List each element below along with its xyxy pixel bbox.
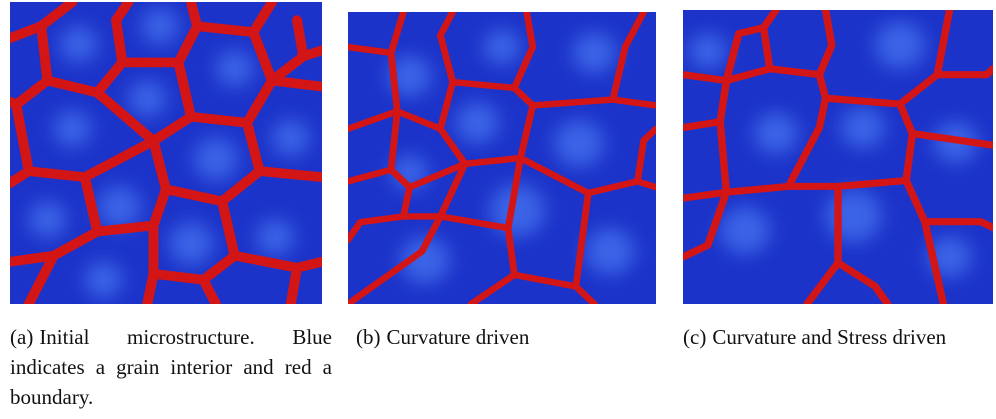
figure-page: (a)Initial microstructure. Blue indicate… xyxy=(0,0,996,419)
panel-a-image xyxy=(10,2,322,304)
caption-label: (c) xyxy=(683,325,706,349)
caption-text: Curvature driven xyxy=(387,325,530,349)
caption-label: (a) xyxy=(10,325,33,349)
caption-text: Curvature and Stress driven xyxy=(712,325,946,349)
caption-c: (c) Curvature and Stress driven xyxy=(683,322,993,352)
panel-b-image xyxy=(348,12,656,304)
caption-text: Initial microstructure. Blue indicates a… xyxy=(10,325,332,409)
caption-b: (b)Curvature driven xyxy=(356,322,656,352)
caption-a: (a)Initial microstructure. Blue indicate… xyxy=(10,322,332,412)
caption-label: (b) xyxy=(356,325,381,349)
panel-c-image xyxy=(683,10,993,304)
